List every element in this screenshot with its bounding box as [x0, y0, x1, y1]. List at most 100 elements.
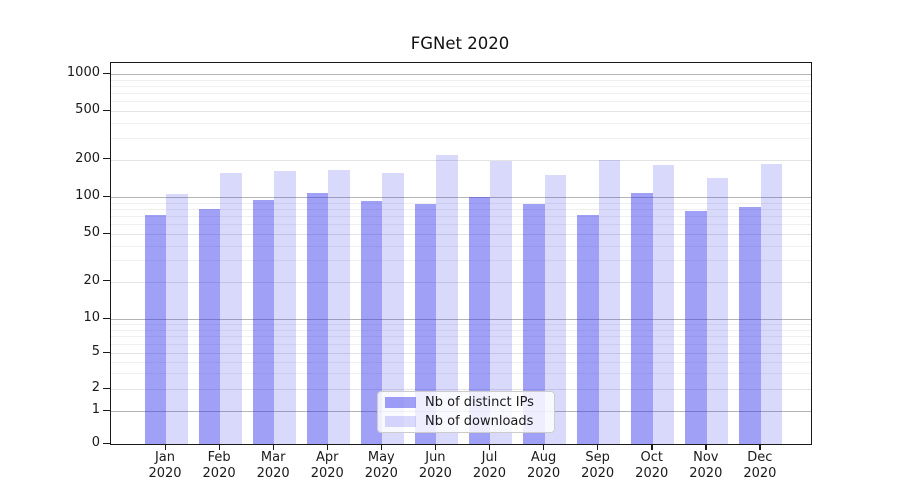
x-tick-year: 2020 [581, 465, 615, 481]
y-tick-label: 200 [75, 150, 100, 166]
x-tick-year: 2020 [310, 465, 344, 481]
gridline [111, 111, 811, 112]
gridline-minor [111, 324, 811, 326]
bar-downloads [490, 161, 512, 444]
y-tick-label: 20 [83, 272, 100, 288]
y-tick-mark [103, 351, 110, 353]
x-tick-label: Dec 2020 [730, 450, 790, 481]
chart-title: FGNet 2020 [410, 34, 510, 53]
bar-distinct-ips [414, 203, 437, 444]
x-tick-month: Sep [585, 450, 610, 465]
x-tick-label: Feb 2020 [189, 450, 249, 481]
bar-distinct-ips [523, 204, 545, 444]
y-tick-mark [103, 195, 110, 197]
legend-item-downloads: Nb of downloads [385, 414, 554, 430]
x-tick-mark [164, 444, 166, 450]
y-tick-mark [103, 442, 110, 444]
legend-label-distinct-ips: Nb of distinct IPs [425, 395, 534, 410]
gridline-minor [111, 122, 811, 124]
y-tick-mark [103, 232, 110, 234]
gridline-minor [111, 373, 811, 375]
x-tick-mark [488, 444, 491, 450]
x-tick-label: Jun 2020 [405, 450, 465, 481]
x-tick-label: Nov 2020 [676, 450, 736, 481]
gridline-major [111, 74, 811, 75]
x-tick-mark [651, 444, 653, 450]
x-tick-month: Apr [315, 450, 339, 465]
gridline [111, 389, 811, 390]
x-tick-label: Mar 2020 [243, 450, 303, 481]
x-tick-mark [326, 444, 329, 450]
x-tick-month: May [367, 450, 395, 465]
x-tick-year: 2020 [527, 465, 561, 481]
bar-distinct-ips [631, 192, 653, 444]
y-tick-label: 50 [83, 225, 100, 240]
x-tick-label: Aug 2020 [514, 450, 574, 481]
x-tick-month: Aug [530, 450, 557, 465]
gridline-minor [111, 138, 811, 140]
gridline-minor [111, 260, 811, 262]
bar-downloads [652, 164, 675, 444]
gridline-minor [111, 101, 811, 103]
x-tick-label: Oct 2020 [622, 450, 682, 481]
bar-distinct-ips [739, 206, 761, 444]
gridline-minor [111, 245, 811, 247]
bar-distinct-ips [685, 210, 707, 444]
x-tick-month: Mar [260, 450, 286, 465]
x-tick-mark [597, 444, 599, 450]
gridline [111, 234, 811, 235]
x-tick-month: Nov [693, 450, 719, 465]
x-tick-month: Jun [425, 450, 446, 465]
legend-swatch-distinct-ips-icon [385, 397, 416, 408]
x-tick-mark [380, 444, 383, 450]
x-tick-month: Feb [207, 450, 231, 465]
y-tick-label: 1000 [66, 65, 100, 80]
bar-distinct-ips [252, 200, 275, 444]
legend-swatch-downloads-icon [385, 416, 416, 427]
bar-distinct-ips [468, 197, 491, 444]
y-tick-mark [103, 317, 110, 319]
x-tick-label: Jan 2020 [135, 450, 195, 481]
x-tick-label: Jul 2020 [459, 450, 519, 481]
bar-downloads [382, 172, 404, 444]
x-tick-mark [218, 444, 220, 450]
x-tick-month: Dec [747, 450, 773, 465]
x-tick-mark [543, 444, 545, 450]
bar-downloads [220, 172, 242, 444]
x-tick-year: 2020 [148, 465, 182, 481]
bar-downloads [544, 175, 567, 444]
x-tick-mark [759, 444, 761, 450]
legend: Nb of distinct IPs Nb of downloads [377, 391, 555, 433]
plot-area [110, 62, 812, 445]
x-tick-mark [272, 444, 274, 450]
gridline-minor [111, 344, 811, 346]
bar-downloads [274, 170, 296, 444]
gridline-minor [111, 224, 811, 226]
x-tick-month: Oct [640, 450, 663, 465]
bar-downloads [598, 160, 621, 444]
x-tick-label: May 2020 [351, 450, 411, 481]
gridline-minor [111, 93, 811, 95]
gridline-minor [111, 202, 811, 204]
x-tick-year: 2020 [418, 465, 452, 481]
bar-distinct-ips [577, 215, 599, 444]
gridline [111, 353, 811, 354]
y-tick-label: 500 [75, 102, 100, 117]
x-tick-month: Jan [154, 450, 176, 465]
gridline [111, 159, 811, 161]
x-tick-mark [705, 444, 707, 450]
x-tick-month: Jul [481, 450, 498, 465]
gridline [111, 281, 811, 283]
bar-distinct-ips [306, 193, 329, 444]
gridline-major [111, 197, 811, 198]
x-tick-label: Apr 2020 [297, 450, 357, 481]
x-tick-year: 2020 [364, 465, 398, 481]
bar-downloads [328, 169, 350, 444]
x-tick-label: Sep 2020 [568, 450, 628, 481]
gridline-minor [111, 336, 811, 338]
y-tick-mark [103, 109, 110, 111]
x-tick-year: 2020 [202, 465, 236, 481]
bar-downloads [436, 154, 458, 444]
x-tick-mark [434, 444, 437, 450]
